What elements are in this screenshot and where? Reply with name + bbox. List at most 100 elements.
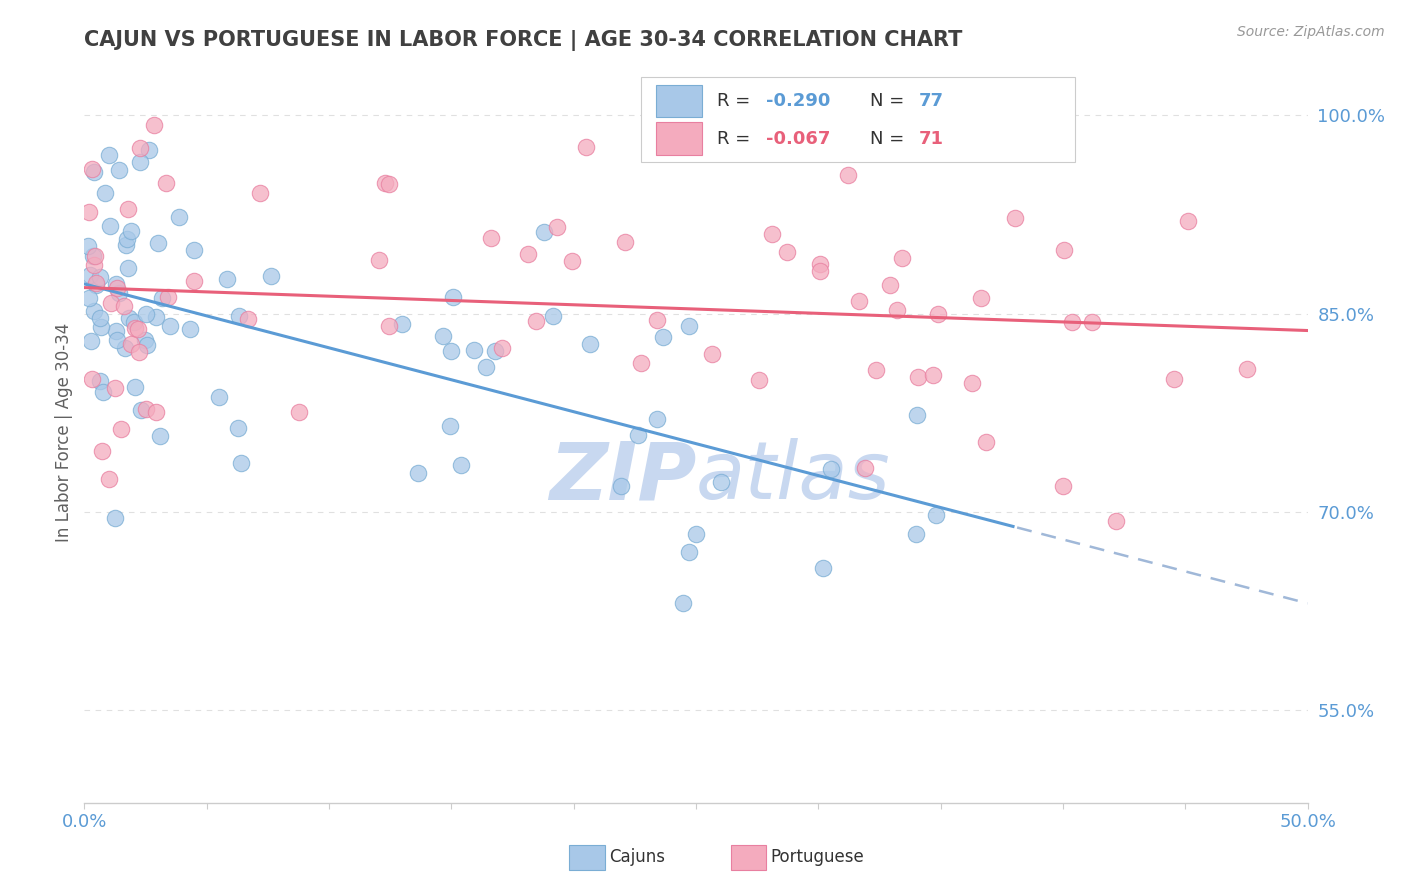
Point [183,274,205,288]
Point [546,219,568,234]
Text: Cajuns: Cajuns [609,848,665,866]
Point [98,219,121,233]
Point [117,311,139,326]
Point [484,344,506,359]
Point [94,186,117,200]
Point [970,291,993,305]
Point [127,322,149,336]
Point [479,231,502,245]
Text: R =: R = [717,129,756,147]
Point [907,369,929,384]
Point [124,321,146,335]
Point [77,205,100,219]
Point [128,345,150,359]
Text: Source: ZipAtlas.com: Source: ZipAtlas.com [1237,25,1385,39]
Point [378,178,401,192]
Point [104,381,127,395]
Point [183,243,205,257]
Text: -0.067: -0.067 [766,129,830,147]
Point [1081,315,1104,329]
Point [440,343,463,358]
Point [149,429,172,443]
Point [575,139,598,153]
Point [208,390,231,404]
Point [645,412,668,426]
Point [124,380,146,394]
Point [104,510,127,524]
Point [678,319,700,334]
Point [865,363,887,377]
Point [83,258,105,272]
Point [77,291,100,305]
Point [579,336,602,351]
Text: Portuguese: Portuguese [770,848,865,866]
Point [533,225,555,239]
Point [378,318,401,333]
Point [135,307,157,321]
Point [260,269,283,284]
Point [112,299,135,313]
Bar [655,85,702,117]
Point [77,238,100,252]
Point [167,210,190,224]
Point [90,320,112,334]
Point [1053,243,1076,257]
Point [228,309,250,323]
Point [776,245,799,260]
Point [904,526,927,541]
Point [179,322,201,336]
Point [747,373,769,387]
Point [761,227,783,241]
Point [155,176,177,190]
Point [93,385,115,400]
Point [105,333,128,347]
Point [924,508,946,522]
Point [820,461,842,475]
Point [117,202,139,217]
Point [114,341,136,355]
Text: ZIP: ZIP [548,438,696,516]
Point [367,252,389,267]
Point [630,356,652,370]
Point [138,143,160,157]
Point [627,428,650,442]
Point [122,315,145,329]
FancyBboxPatch shape [641,78,1076,162]
Point [89,374,111,388]
Point [98,472,121,486]
Point [231,456,253,470]
Point [228,421,250,435]
Text: atlas: atlas [696,438,891,516]
Point [104,324,127,338]
Point [463,343,485,358]
Point [848,294,870,309]
Point [1060,315,1083,329]
Point [441,290,464,304]
Point [80,334,103,349]
Point [105,281,128,295]
Point [962,376,984,390]
Point [1163,371,1185,385]
Text: N =: N = [870,129,910,147]
Point [391,317,413,331]
Point [517,247,540,261]
Point [1236,362,1258,376]
Point [128,154,150,169]
Point [236,312,259,326]
Point [491,341,513,355]
Point [108,163,131,178]
Point [890,251,912,265]
Point [543,309,565,323]
Point [905,409,928,423]
Point [107,286,129,301]
Point [98,148,121,162]
Point [84,277,107,292]
Text: 71: 71 [918,129,943,147]
Point [1177,214,1199,228]
Point [217,271,239,285]
Point [89,270,111,285]
Point [672,596,695,610]
Point [524,314,547,328]
Point [90,444,112,458]
Point [117,260,139,275]
